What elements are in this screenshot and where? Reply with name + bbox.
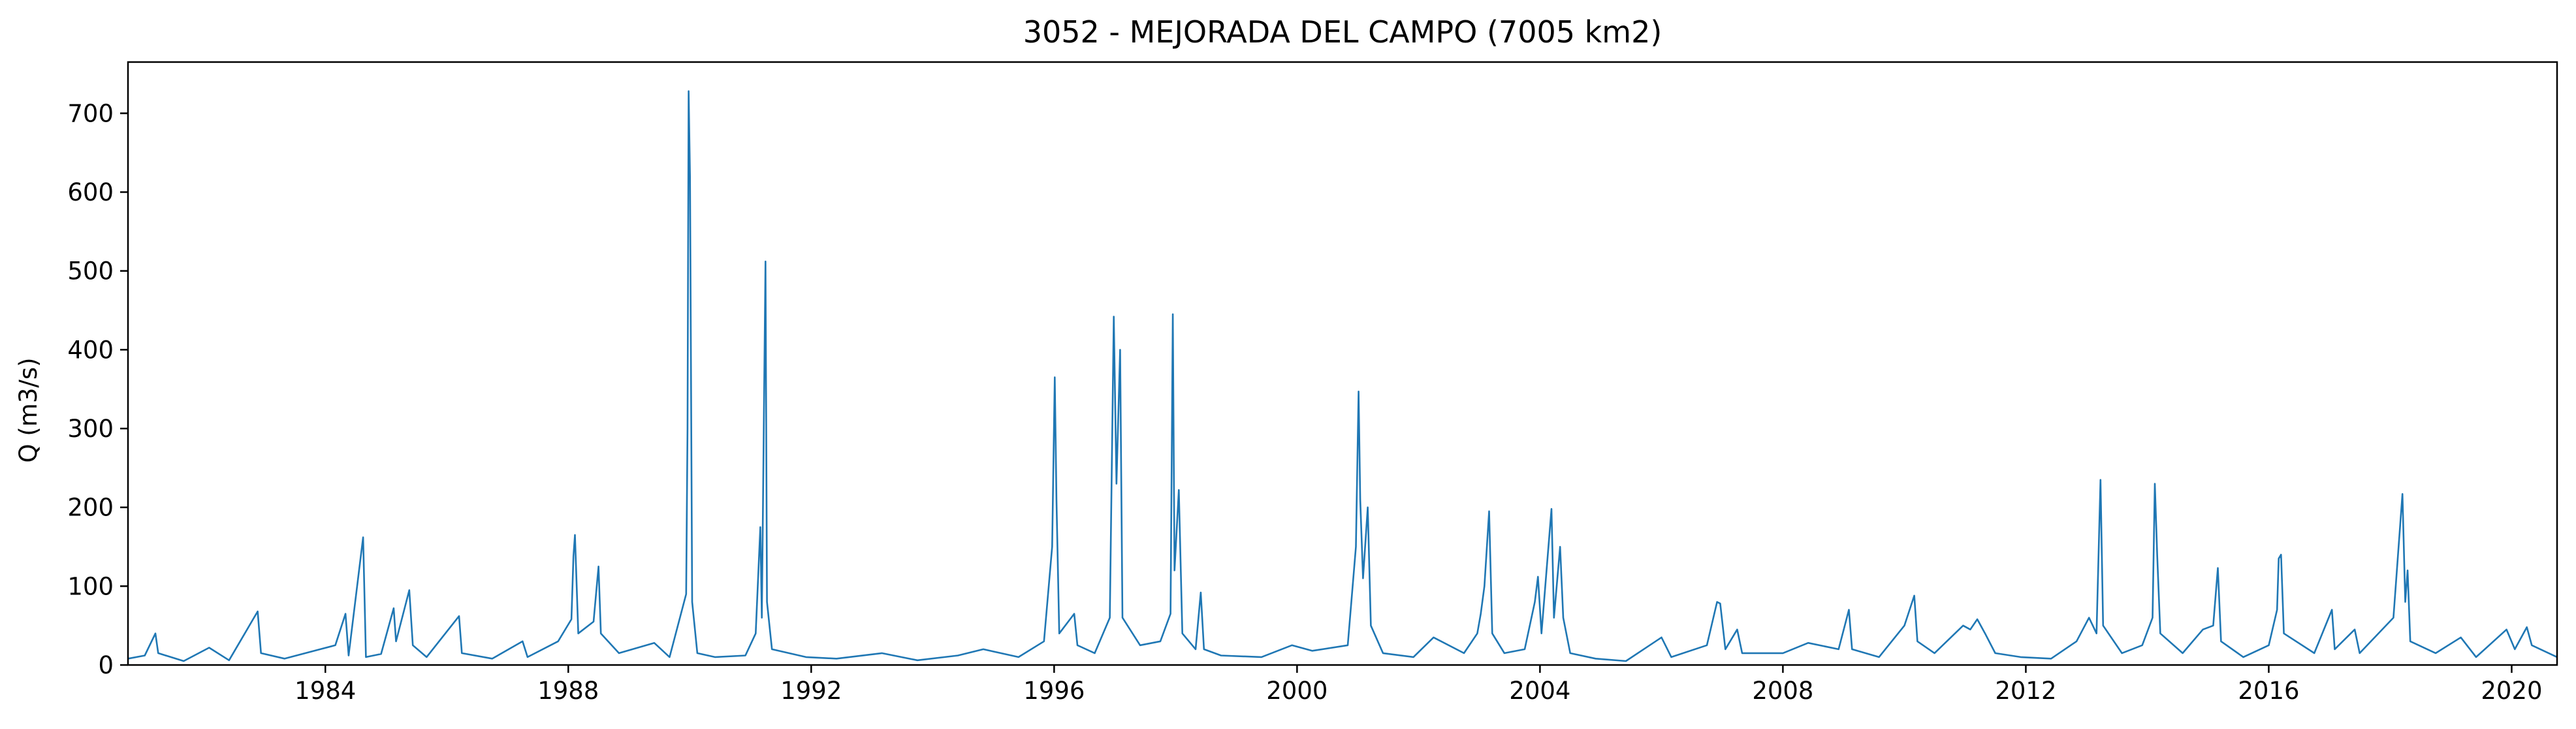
x-tick-label: 1992 — [780, 677, 842, 705]
chart-title: 3052 - MEJORADA DEL CAMPO (7005 km2) — [1023, 14, 1662, 50]
x-tick-label: 2020 — [2481, 677, 2542, 705]
y-tick-label: 400 — [67, 336, 114, 364]
x-tick-label: 2016 — [2238, 677, 2299, 705]
y-axis: 0 100 200 300 400 500 600 700 — [67, 99, 128, 679]
y-tick-label: 100 — [67, 572, 114, 600]
plot-frame — [127, 61, 2558, 666]
y-tick-label: 300 — [67, 415, 114, 443]
x-axis: 1984 1988 1992 1996 2000 2004 2008 2012 2016 2020 — [294, 665, 2543, 705]
y-tick-label: 200 — [67, 494, 114, 522]
y-tick-label: 500 — [67, 257, 114, 285]
series-line — [127, 90, 2558, 662]
y-tick-label: 0 — [98, 651, 114, 679]
y-tick-label: 600 — [67, 178, 114, 206]
x-tick-label: 2012 — [1995, 677, 2056, 705]
x-tick-label: 1984 — [294, 677, 356, 705]
x-tick-label: 2004 — [1509, 677, 1570, 705]
x-tick-label: 1988 — [537, 677, 599, 705]
x-tick-label: 2008 — [1752, 677, 1813, 705]
plot-area — [127, 61, 2558, 666]
y-tick-label: 700 — [67, 99, 114, 127]
x-tick-label: 2000 — [1266, 677, 1328, 705]
y-axis-label: Q (m3/s) — [14, 357, 42, 462]
x-tick-label: 1996 — [1023, 677, 1085, 705]
